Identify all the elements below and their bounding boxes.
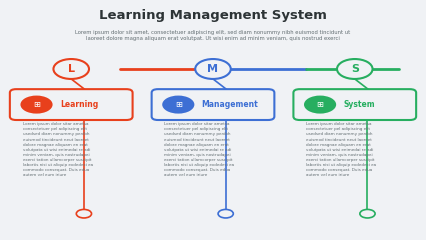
Text: ⊞: ⊞ (175, 100, 182, 109)
Circle shape (20, 96, 52, 114)
Circle shape (195, 59, 231, 79)
Circle shape (218, 210, 233, 218)
Circle shape (360, 210, 375, 218)
Text: Lorem ipsum dolor sitar ametsa
consectetuer pel adipiscing elit
usedsed diam non: Lorem ipsum dolor sitar ametsa consectet… (164, 122, 234, 177)
Text: System: System (343, 100, 375, 109)
Circle shape (76, 210, 92, 218)
Text: S: S (351, 64, 359, 74)
Circle shape (304, 96, 336, 114)
Text: Management: Management (201, 100, 258, 109)
Text: Learning: Learning (60, 100, 98, 109)
Text: Learning Management System: Learning Management System (99, 8, 327, 22)
FancyBboxPatch shape (152, 89, 274, 120)
FancyBboxPatch shape (10, 89, 132, 120)
Circle shape (337, 59, 373, 79)
Circle shape (162, 96, 194, 114)
Text: Lorem ipsum dolor sitar ametsa
consectetuer pel adipiscing elit
usedsed diam non: Lorem ipsum dolor sitar ametsa consectet… (23, 122, 93, 177)
Text: L: L (68, 64, 75, 74)
Text: M: M (207, 64, 219, 74)
Text: ⊞: ⊞ (33, 100, 40, 109)
FancyBboxPatch shape (294, 89, 416, 120)
Text: Lorem ipsum dolor sitar ametsa
consectetuer pel adipiscing elit
usedsed diam non: Lorem ipsum dolor sitar ametsa consectet… (306, 122, 376, 177)
Text: Lorem ipsum dolor sit amet, consectetuer adipiscing elit, sed diam nonummy nibh : Lorem ipsum dolor sit amet, consectetuer… (75, 30, 351, 42)
Circle shape (53, 59, 89, 79)
Text: ⊞: ⊞ (317, 100, 324, 109)
